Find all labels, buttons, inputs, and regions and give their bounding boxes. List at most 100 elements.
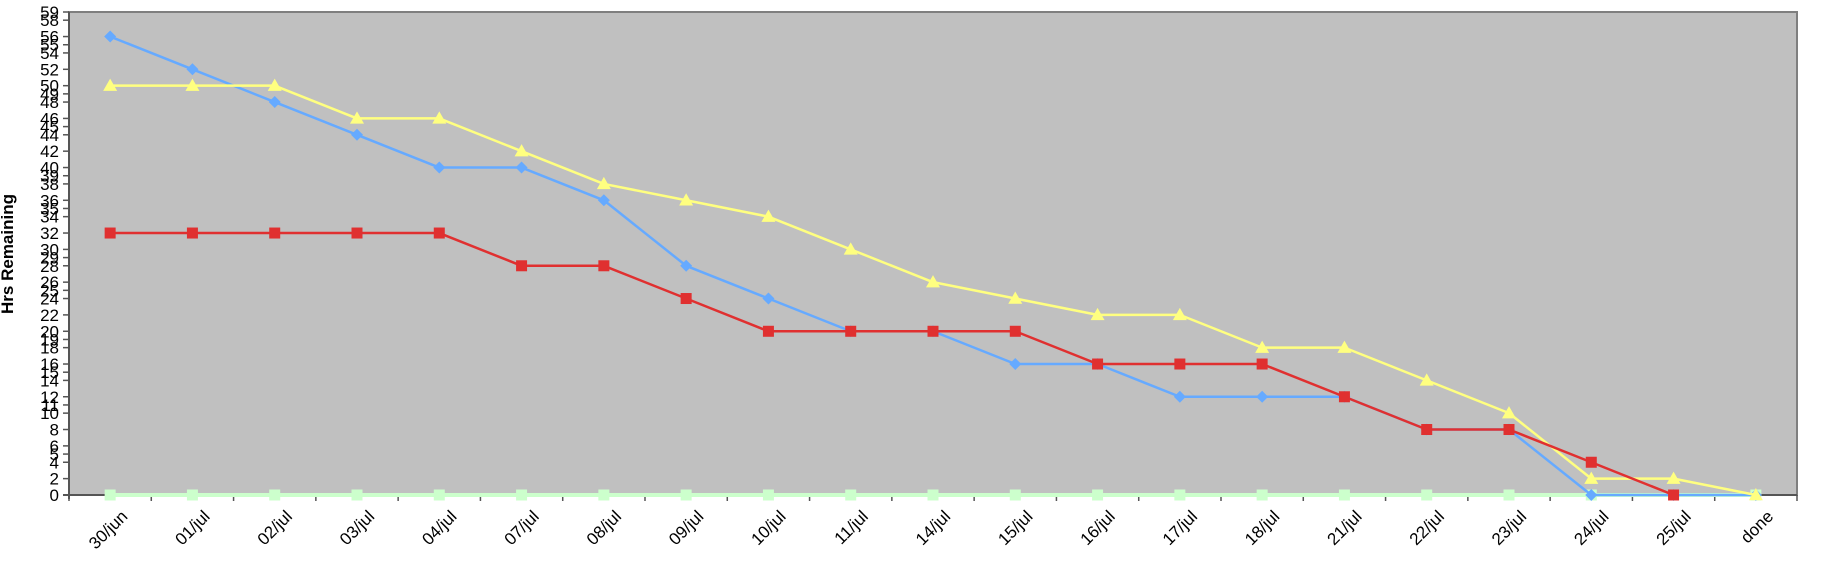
data-point-diamond: [1256, 390, 1269, 403]
data-point-square: [1092, 489, 1104, 501]
data-point-square: [186, 489, 198, 501]
data-point-diamond: [186, 63, 199, 76]
data-point-triangle: [1172, 307, 1187, 321]
series-1: [104, 227, 1680, 501]
data-point-diamond: [762, 292, 775, 305]
data-point-square: [1009, 325, 1021, 337]
y-tick-label: 16: [40, 355, 59, 374]
data-point-square: [1338, 489, 1350, 501]
y-axis-label: Hrs Remaining: [0, 194, 17, 314]
x-tick-label: 21/jul: [1323, 507, 1365, 549]
y-tick-label: 14: [40, 371, 59, 390]
y-tick-label: 11: [41, 396, 59, 415]
x-tick-label: 03/jul: [336, 507, 378, 549]
data-point-square: [1092, 358, 1104, 370]
data-point-triangle: [1255, 340, 1270, 353]
data-point-triangle: [1502, 406, 1516, 419]
data-point-square: [1174, 358, 1186, 370]
data-point-square: [680, 293, 692, 305]
data-point-triangle: [1337, 340, 1352, 353]
y-tick-label: 30: [40, 240, 59, 259]
series-line: [110, 231, 1675, 497]
data-point-triangle: [679, 193, 694, 206]
x-tick-label: 07/jul: [501, 507, 543, 549]
data-point-square: [351, 227, 363, 239]
data-point-square: [1503, 424, 1515, 436]
y-tick-label: 8: [50, 421, 59, 440]
data-point-square: [269, 489, 281, 501]
data-point-square: [104, 227, 116, 239]
y-tick-label: 56: [40, 28, 59, 47]
series-layer: [103, 30, 1763, 501]
x-tick-label: 22/jul: [1406, 507, 1448, 549]
data-point-triangle: [843, 242, 858, 255]
data-point-square: [1421, 489, 1433, 501]
y-tick-label: 39: [40, 167, 59, 186]
y-tick-label: 18: [40, 339, 59, 358]
y-tick-label: 25: [40, 281, 59, 300]
data-point-square: [1338, 391, 1350, 403]
data-point-square: [680, 489, 692, 501]
y-tick-label: 32: [40, 224, 59, 243]
x-tick-label: 30/jun: [85, 507, 131, 553]
y-tick-label: 35: [40, 199, 59, 218]
x-tick-label: done: [1737, 507, 1777, 547]
y-tick-label: 0: [50, 486, 59, 505]
data-point-square: [433, 489, 445, 501]
data-point-square: [433, 227, 445, 239]
x-tick-label: 11/jul: [831, 507, 872, 548]
y-tick-label: 46: [40, 109, 59, 128]
data-point-square: [598, 489, 610, 501]
y-tick-label: 55: [40, 36, 59, 55]
data-point-triangle: [1666, 471, 1681, 484]
x-tick-label: 24/jul: [1570, 507, 1612, 549]
y-tick-label: 28: [40, 257, 59, 276]
data-point-triangle: [267, 78, 282, 91]
data-point-diamond: [104, 30, 117, 43]
data-point-square: [186, 227, 198, 239]
data-point-square: [1668, 489, 1680, 501]
y-tick-label: 58: [40, 11, 59, 30]
x-tick-label: 01/jul: [171, 507, 213, 549]
data-point-triangle: [1090, 307, 1105, 321]
data-point-square: [762, 325, 774, 337]
plot-area: [68, 11, 1798, 496]
y-tick-label: 5: [50, 445, 59, 464]
y-tick-label: 44: [40, 126, 59, 145]
data-point-square: [1174, 489, 1186, 501]
data-point-square: [516, 260, 528, 272]
y-tick-label: 19: [40, 330, 59, 349]
data-point-triangle: [103, 78, 118, 91]
y-tick-label: 15: [40, 363, 59, 382]
y-tick-label: 50: [40, 77, 59, 96]
data-point-square: [1256, 489, 1268, 501]
y-tick-label: 38: [40, 175, 59, 194]
series-2: [103, 78, 1763, 501]
data-point-square: [1009, 489, 1021, 501]
data-point-square: [104, 489, 116, 501]
y-tick-label: 29: [40, 249, 59, 268]
x-tick-label: 04/jul: [418, 507, 460, 549]
y-tick-label: 48: [40, 93, 59, 112]
data-point-square: [762, 489, 774, 501]
data-point-square: [269, 227, 281, 239]
data-point-diamond: [680, 259, 693, 272]
x-tick-label: 10/jul: [747, 507, 789, 549]
data-point-square: [598, 260, 610, 272]
x-tick-label: 09/jul: [665, 507, 707, 549]
y-tick-label: 49: [40, 85, 59, 104]
x-tick-label: 14/jul: [912, 507, 954, 549]
data-point-triangle: [1748, 488, 1763, 501]
x-tick-label: 25/jul: [1653, 507, 1695, 549]
data-point-square: [927, 489, 939, 501]
y-tick-label: 42: [40, 142, 59, 161]
y-tick-label: 40: [40, 159, 59, 178]
y-tick-label: 52: [40, 60, 59, 79]
data-point-triangle: [185, 78, 200, 91]
data-point-square: [845, 325, 857, 337]
data-point-triangle: [1584, 471, 1599, 484]
data-point-triangle: [350, 111, 364, 124]
y-tick-label: 12: [40, 388, 59, 407]
data-point-triangle: [514, 144, 529, 157]
